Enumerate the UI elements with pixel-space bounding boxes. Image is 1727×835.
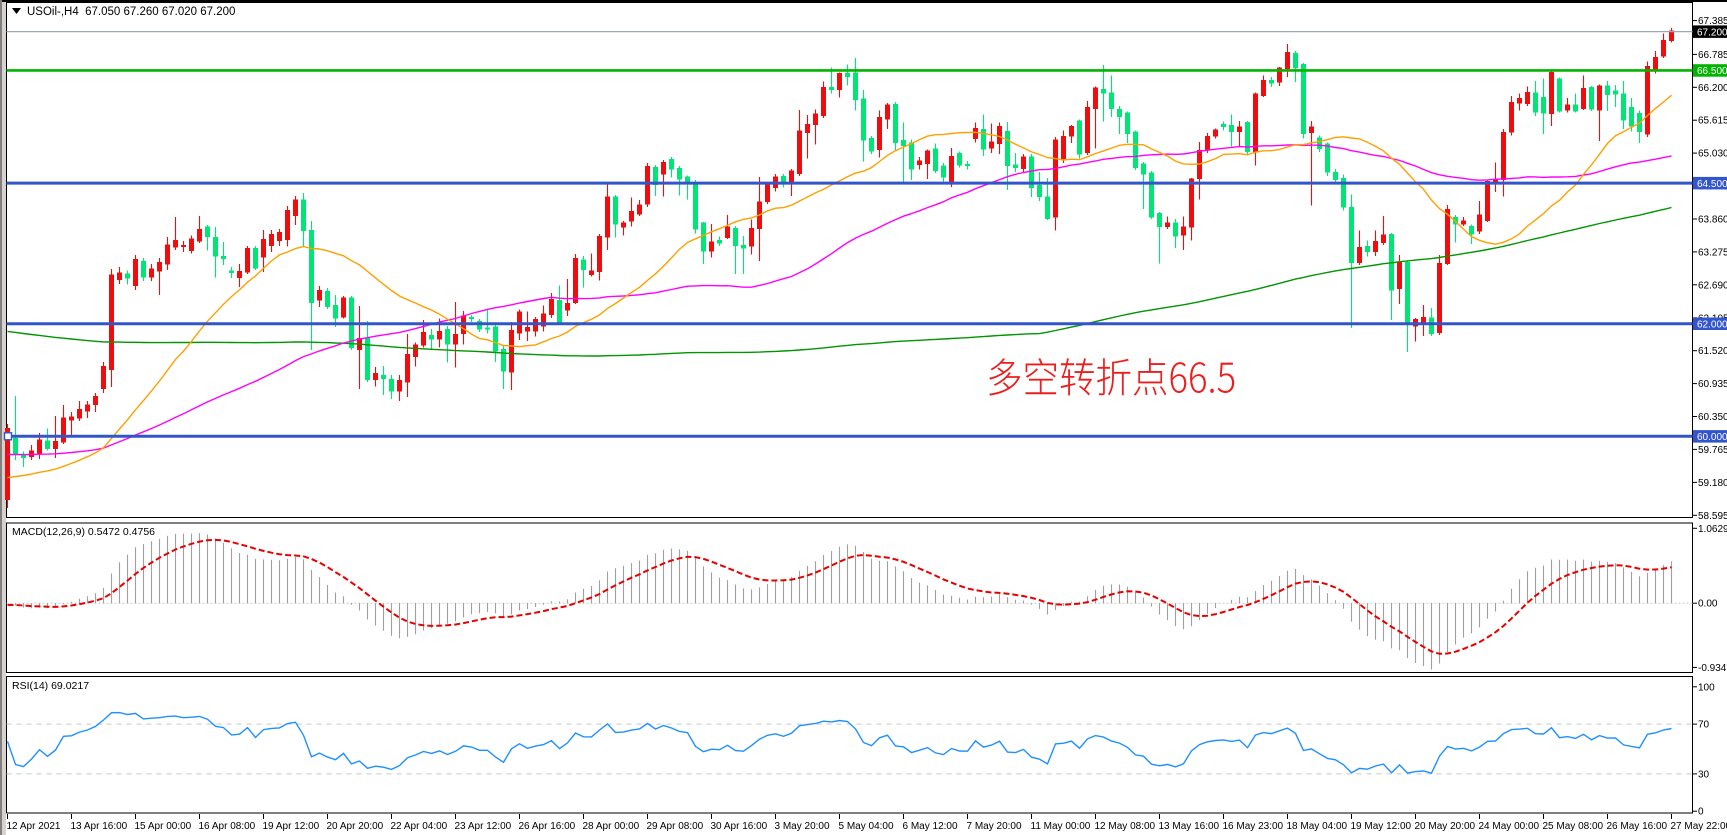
- svg-text:3 May 20:00: 3 May 20:00: [775, 821, 830, 832]
- svg-text:16 May 23:00: 16 May 23:00: [1223, 821, 1284, 832]
- svg-text:29 Apr 08:00: 29 Apr 08:00: [647, 821, 704, 832]
- svg-text:30: 30: [1698, 769, 1710, 780]
- svg-text:12 Apr 2021: 12 Apr 2021: [7, 821, 61, 832]
- svg-text:1.0629: 1.0629: [1698, 524, 1727, 535]
- svg-text:60.935: 60.935: [1698, 379, 1727, 390]
- svg-text:MACD(12,26,9) 0.5472 0.4756: MACD(12,26,9) 0.5472 0.4756: [12, 526, 155, 538]
- svg-text:60.350: 60.350: [1698, 412, 1727, 423]
- svg-text:11 May 00:00: 11 May 00:00: [1031, 821, 1091, 832]
- svg-text:59.180: 59.180: [1698, 478, 1727, 489]
- svg-text:20 May 20:00: 20 May 20:00: [1415, 821, 1476, 832]
- svg-text:RSI(14) 69.0217: RSI(14) 69.0217: [12, 680, 89, 692]
- svg-text:65.615: 65.615: [1698, 116, 1727, 127]
- svg-text:18 May 04:00: 18 May 04:00: [1287, 821, 1348, 832]
- svg-text:59.765: 59.765: [1698, 445, 1727, 456]
- svg-text:5 May 04:00: 5 May 04:00: [839, 821, 894, 832]
- svg-text:-0.9347: -0.9347: [1698, 663, 1727, 674]
- svg-text:20 Apr 20:00: 20 Apr 20:00: [327, 821, 384, 832]
- svg-text:19 May 12:00: 19 May 12:00: [1351, 821, 1412, 832]
- svg-text:65.030: 65.030: [1698, 149, 1727, 160]
- svg-text:13 Apr 16:00: 13 Apr 16:00: [71, 821, 128, 832]
- svg-text:25 May 08:00: 25 May 08:00: [1543, 821, 1604, 832]
- svg-text:13 May 16:00: 13 May 16:00: [1159, 821, 1220, 832]
- svg-text:28 Apr 00:00: 28 Apr 00:00: [583, 821, 640, 832]
- svg-text:66.785: 66.785: [1698, 50, 1727, 61]
- svg-text:0: 0: [1698, 807, 1704, 818]
- svg-text:27 May 22:00: 27 May 22:00: [1671, 821, 1727, 832]
- svg-text:12 May 08:00: 12 May 08:00: [1095, 821, 1156, 832]
- svg-text:19 Apr 12:00: 19 Apr 12:00: [263, 821, 320, 832]
- svg-text:22 Apr 04:00: 22 Apr 04:00: [391, 821, 448, 832]
- svg-text:62.000: 62.000: [1697, 320, 1727, 331]
- svg-text:66.500: 66.500: [1697, 66, 1727, 77]
- svg-text:62.690: 62.690: [1698, 280, 1727, 291]
- svg-text:70: 70: [1698, 720, 1710, 731]
- svg-text:6 May 12:00: 6 May 12:00: [903, 821, 958, 832]
- svg-text:30 Apr 16:00: 30 Apr 16:00: [711, 821, 768, 832]
- svg-text:63.275: 63.275: [1698, 247, 1727, 258]
- svg-text:0.00: 0.00: [1698, 599, 1718, 610]
- svg-text:26 May 16:00: 26 May 16:00: [1607, 821, 1668, 832]
- svg-text:USOil-,H4 67.050 67.260 67.02: USOil-,H4 67.050 67.260 67.020 67.200: [27, 6, 235, 18]
- svg-text:61.520: 61.520: [1698, 346, 1727, 357]
- svg-text:100: 100: [1698, 682, 1715, 693]
- svg-text:66.200: 66.200: [1698, 83, 1727, 94]
- svg-text:26 Apr 16:00: 26 Apr 16:00: [519, 821, 576, 832]
- svg-text:60.000: 60.000: [1697, 432, 1727, 443]
- svg-text:58.595: 58.595: [1698, 511, 1727, 522]
- svg-text:63.860: 63.860: [1698, 215, 1727, 226]
- svg-text:64.500: 64.500: [1697, 179, 1727, 190]
- svg-text:16 Apr 08:00: 16 Apr 08:00: [199, 821, 256, 832]
- svg-text:24 May 00:00: 24 May 00:00: [1479, 821, 1540, 832]
- svg-text:67.385: 67.385: [1698, 16, 1727, 27]
- svg-text:23 Apr 12:00: 23 Apr 12:00: [455, 821, 512, 832]
- svg-text:15 Apr 00:00: 15 Apr 00:00: [135, 821, 192, 832]
- svg-text:7 May 20:00: 7 May 20:00: [967, 821, 1022, 832]
- svg-text:67.200: 67.200: [1697, 27, 1727, 38]
